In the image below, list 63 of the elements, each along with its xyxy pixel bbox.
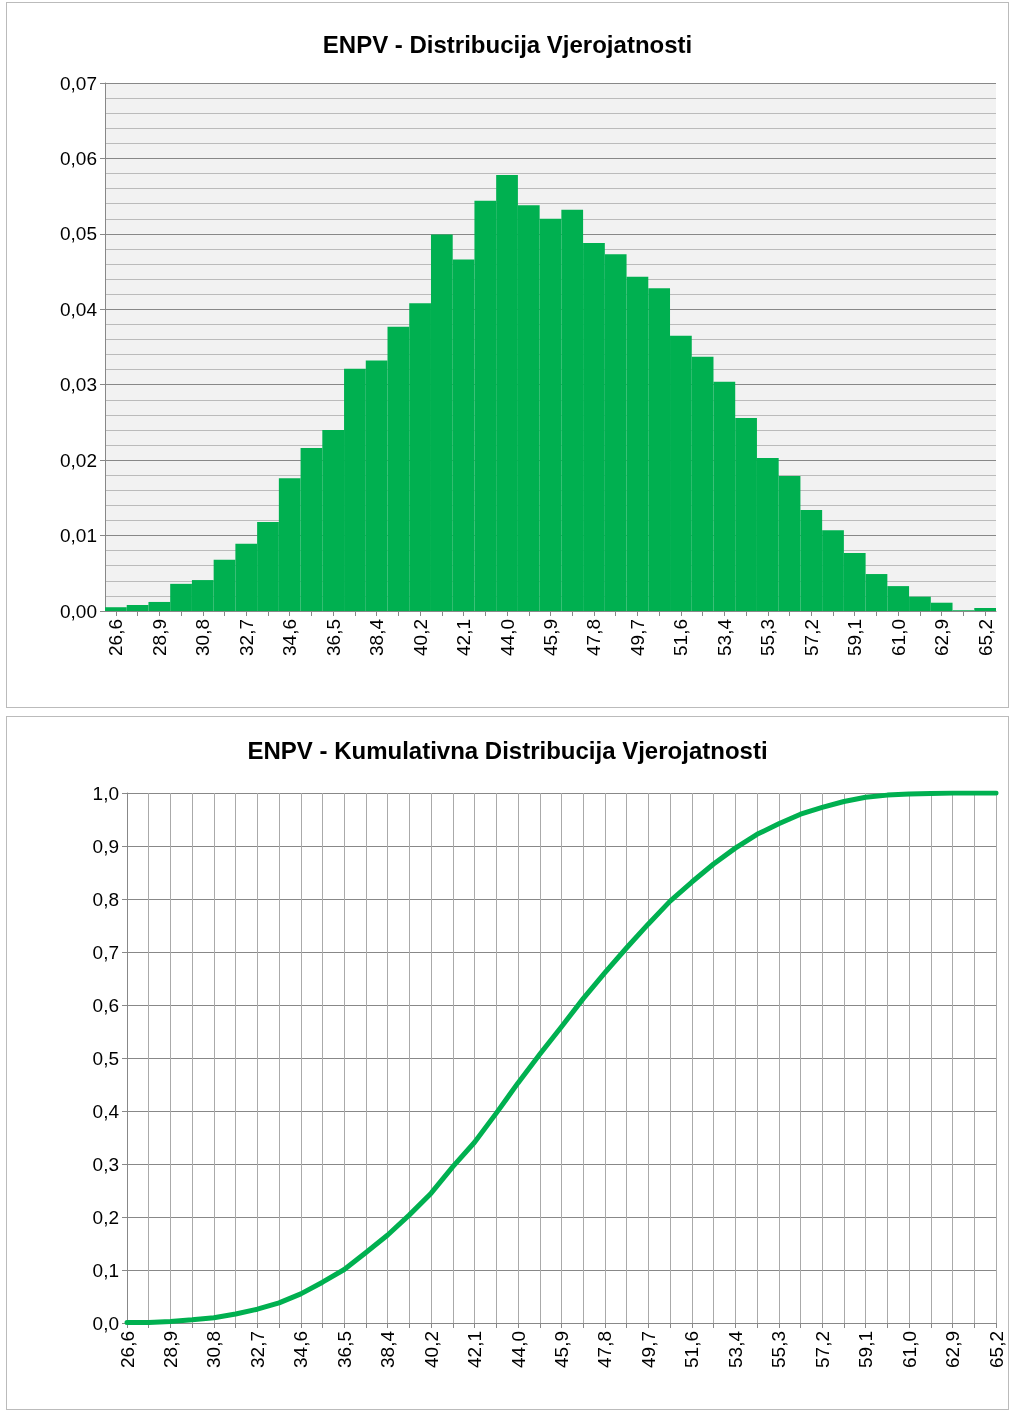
- x-tick-label: 40,2: [420, 1331, 442, 1368]
- y-tick-label: 0,05: [60, 223, 97, 245]
- x-tick-label: 59,1: [855, 1331, 877, 1368]
- x-tick-label: 30,8: [192, 619, 214, 656]
- x-tick-label: 65,2: [985, 1331, 1007, 1368]
- x-tick-label: 51,6: [681, 1331, 703, 1368]
- y-tick-label: 0,02: [60, 449, 97, 471]
- x-tick-label: 42,1: [453, 619, 475, 656]
- x-tick-label: 34,6: [290, 1331, 312, 1368]
- x-tick-label: 34,6: [279, 619, 301, 656]
- x-tick-label: 30,8: [203, 1331, 225, 1368]
- y-tick-label: 1,0: [92, 782, 119, 804]
- y-tick-label: 0,04: [60, 298, 98, 320]
- x-tick-label: 26,6: [105, 619, 127, 656]
- x-tick-label: 42,1: [464, 1331, 486, 1368]
- x-tick-label: 28,9: [159, 1331, 181, 1368]
- x-tick-label: 62,9: [942, 1331, 964, 1368]
- chart-title: ENPV - Kumulativna Distribucija Vjerojatnosti: [247, 736, 768, 764]
- x-tick-label: 59,1: [844, 619, 866, 656]
- x-tick-label: 47,8: [583, 619, 605, 656]
- x-tick-label: 57,2: [800, 619, 822, 656]
- x-tick-label: 44,0: [507, 1331, 529, 1368]
- x-tick-label: 38,4: [377, 1330, 399, 1368]
- x-tick-label: 32,7: [246, 1331, 268, 1368]
- y-tick-label: 0,8: [92, 888, 119, 910]
- x-tick-label: 45,9: [540, 619, 561, 656]
- x-tick-label: 44,0: [496, 619, 518, 656]
- x-tick-label: 45,9: [551, 1331, 572, 1368]
- y-tick-label: 0,4: [92, 1100, 120, 1122]
- x-tick-label: 57,2: [811, 1331, 833, 1368]
- x-tick-label: 62,9: [931, 619, 953, 656]
- y-tick-label: 0,03: [60, 374, 97, 396]
- y-tick-label: 0,9: [92, 835, 119, 857]
- x-tick-label: 36,5: [322, 619, 344, 656]
- x-tick-label: 32,7: [235, 619, 257, 656]
- y-tick-label: 0,7: [92, 941, 119, 963]
- x-tick-label: 55,3: [757, 619, 779, 656]
- x-tick-label: 55,3: [768, 1331, 790, 1368]
- y-tick-label: 0,0: [92, 1312, 119, 1334]
- x-tick-label: 53,4: [713, 618, 735, 656]
- x-tick-label: 38,4: [366, 618, 388, 656]
- y-tick-label: 0,01: [60, 525, 97, 547]
- x-tick-label: 49,7: [626, 619, 648, 656]
- y-tick-label: 0,2: [92, 1206, 119, 1228]
- y-tick-label: 0,1: [92, 1259, 119, 1281]
- y-tick-label: 0,3: [92, 1153, 119, 1175]
- y-tick-label: 0,07: [60, 72, 97, 94]
- x-tick-label: 40,2: [409, 619, 431, 656]
- x-tick-label: 61,0: [898, 1331, 920, 1368]
- x-tick-label: 47,8: [594, 1331, 616, 1368]
- y-tick-label: 0,5: [92, 1047, 119, 1069]
- x-tick-label: 53,4: [724, 1330, 746, 1368]
- x-tick-label: 61,0: [887, 619, 909, 656]
- chart-title: ENPV - Distribucija Vjerojatnosti: [322, 30, 693, 58]
- x-tick-label: 28,9: [148, 619, 170, 656]
- x-tick-label: 51,6: [670, 619, 692, 656]
- y-tick-label: 0,06: [60, 147, 97, 169]
- y-tick-label: 0,00: [60, 600, 97, 622]
- x-tick-label: 36,5: [333, 1331, 355, 1368]
- x-tick-label: 26,6: [116, 1331, 138, 1368]
- x-tick-label: 65,2: [974, 619, 996, 656]
- x-tick-label: 49,7: [637, 1331, 659, 1368]
- y-tick-label: 0,6: [92, 994, 119, 1016]
